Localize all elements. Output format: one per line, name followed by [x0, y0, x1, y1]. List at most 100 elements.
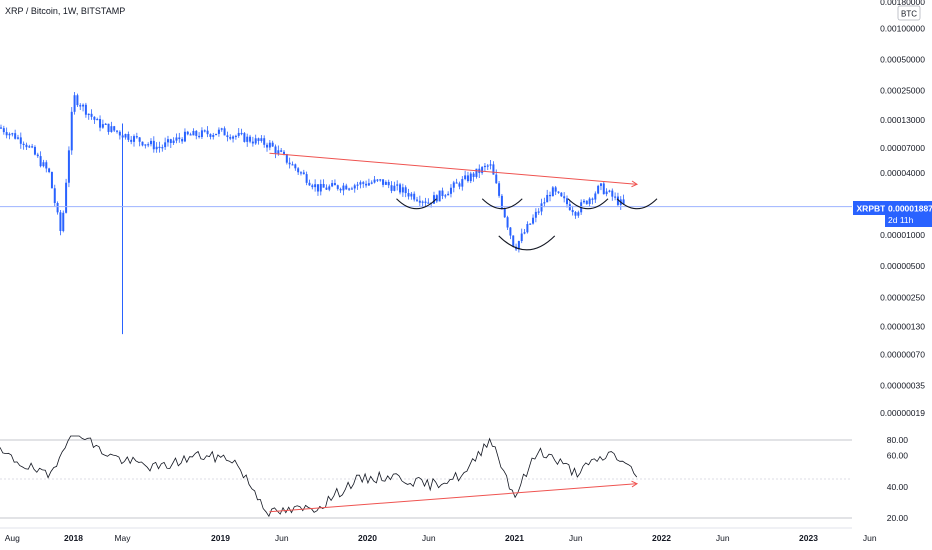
candle: [164, 137, 167, 150]
candle: [209, 133, 212, 140]
candle: [594, 191, 597, 203]
time-axis[interactable]: Aug 2018 May 2019 Jun 2020 Jun 2021 Jun 2022 Jun 20…: [5, 533, 877, 543]
candle: [529, 223, 532, 225]
price-tag-countdown: 2d 11h: [888, 215, 914, 225]
candle: [124, 133, 127, 140]
candle: [110, 121, 113, 133]
pattern-arc[interactable]: [567, 198, 609, 210]
candle: [438, 190, 441, 202]
candle: [348, 187, 351, 192]
candle: [331, 179, 334, 188]
candle: [133, 134, 136, 147]
candle: [234, 134, 237, 140]
candle: [384, 180, 387, 186]
candle: [172, 137, 175, 146]
candle: [263, 135, 266, 148]
candle: [537, 208, 540, 215]
candle: [526, 221, 529, 234]
candle: [365, 180, 368, 188]
candle: [206, 126, 209, 138]
price-tick-label: 0.00013000: [880, 115, 925, 125]
candle: [574, 211, 577, 219]
rsi-tick-label: 40.00: [887, 482, 909, 492]
candle: [274, 144, 277, 159]
price-axis[interactable]: 0.00180000 0.00100000 0.00050000 0.00025000…: [880, 0, 925, 418]
candle: [387, 179, 390, 189]
candle: [449, 184, 452, 198]
price-tick-label: 0.00000035: [880, 381, 925, 391]
currency-badge[interactable]: BTC: [897, 5, 921, 21]
candle: [342, 182, 345, 196]
candle: [135, 132, 138, 139]
price-tick-label: 0.00000130: [880, 322, 925, 332]
time-tick-label: 2020: [358, 533, 377, 543]
candle: [543, 197, 546, 208]
time-tick-label: Jun: [275, 533, 289, 543]
price-tick-label: 0.00180000: [880, 0, 925, 7]
candle: [393, 181, 396, 192]
time-tick-label: 2021: [505, 533, 524, 543]
drawings-layer[interactable]: [269, 152, 658, 251]
candle: [33, 145, 36, 156]
candle: [198, 132, 201, 139]
candle: [506, 215, 509, 231]
candle: [469, 171, 472, 184]
candle: [563, 192, 566, 203]
pattern-arc[interactable]: [616, 198, 658, 210]
rsi-tick-label: 20.00: [887, 513, 909, 523]
candle: [2, 125, 5, 135]
time-tick-label: 2018: [64, 533, 83, 543]
candle: [82, 103, 85, 112]
price-tag-value: 0.00001887: [888, 204, 932, 214]
candle: [455, 178, 458, 184]
candle: [118, 130, 121, 140]
candle: [500, 193, 503, 210]
pattern-arc[interactable]: [396, 198, 437, 210]
candle-series: [0, 91, 625, 335]
candle: [370, 180, 373, 185]
pattern-arc[interactable]: [481, 198, 523, 210]
price-trendline[interactable]: [269, 152, 638, 185]
candle: [461, 176, 464, 191]
candle: [416, 196, 419, 202]
price-tag-symbol-box: [853, 201, 895, 215]
candle: [39, 151, 42, 168]
candle: [560, 192, 563, 197]
candle: [512, 235, 515, 248]
candle: [622, 194, 625, 205]
price-tag-value-box: [885, 201, 932, 227]
candle: [22, 141, 25, 150]
candle: [240, 128, 243, 136]
candle: [232, 135, 235, 143]
candle: [291, 161, 294, 166]
candle: [42, 159, 45, 168]
candle: [316, 184, 319, 196]
candle: [345, 183, 348, 190]
candle: [141, 141, 144, 147]
pattern-arc[interactable]: [498, 235, 556, 251]
candle: [410, 191, 413, 200]
candle: [186, 130, 189, 136]
rsi-pane[interactable]: 80.00 60.00 40.00 20.00: [0, 435, 908, 523]
candle: [557, 191, 560, 194]
candle: [534, 208, 537, 223]
candle: [311, 183, 314, 190]
candle: [458, 181, 461, 190]
candle: [481, 165, 484, 175]
candle: [8, 132, 11, 140]
candle: [76, 93, 79, 107]
rsi-trendline[interactable]: [269, 483, 638, 513]
candle: [116, 130, 119, 134]
candle: [602, 181, 605, 195]
candle: [28, 144, 31, 149]
candle: [271, 140, 274, 147]
candle: [25, 142, 28, 150]
candle: [19, 132, 22, 149]
price-tag[interactable]: XRPBTC 0.00001887 2d 11h: [853, 201, 932, 227]
candle: [152, 136, 155, 153]
chart-title: XRP / Bitcoin, 1W, BITSTAMP: [5, 6, 126, 16]
candle: [359, 180, 362, 189]
rsi-line: [0, 435, 638, 518]
candle: [130, 135, 133, 145]
